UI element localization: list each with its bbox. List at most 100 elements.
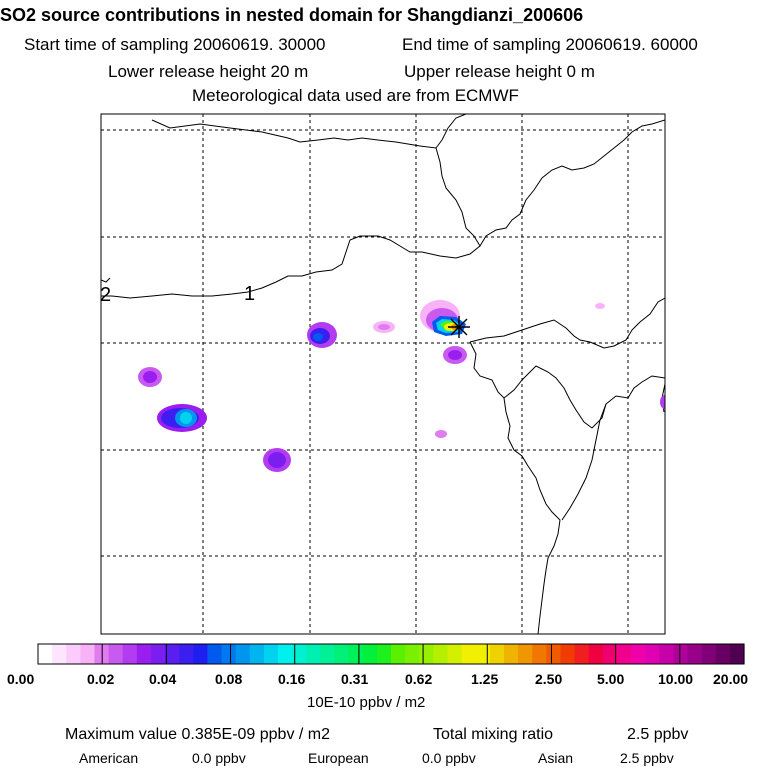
colorbar-tick-label: 20.00: [713, 671, 749, 687]
map-panel: [101, 114, 665, 634]
coastline: [561, 403, 607, 521]
colorbar-frame: [37, 643, 745, 665]
colorbar-swatch: [602, 644, 618, 664]
border-line: [151, 114, 467, 149]
colorbar-swatch: [334, 644, 350, 664]
boundary-lines: [101, 114, 665, 634]
colorbar-tick-label: 2.50: [535, 671, 563, 687]
plume-patch: [595, 303, 605, 309]
colorbar-swatch: [249, 644, 265, 664]
colorbar-swatch: [729, 644, 745, 664]
plume-contours: [138, 300, 665, 472]
colorbar-swatch: [278, 644, 293, 664]
colorbar-swatch: [659, 644, 674, 664]
colorbar-swatch: [165, 644, 180, 664]
contour-label: 2: [100, 284, 111, 306]
colorbar-swatch: [66, 644, 81, 664]
plume-patch: [313, 333, 323, 341]
meteo-source: Meteorological data used are from ECMWF: [192, 86, 519, 105]
colorbar-tick-label: 10.00: [658, 671, 694, 687]
sampling-start: Start time of sampling 20060619. 30000: [24, 35, 326, 54]
region-name: American: [79, 750, 139, 766]
max-value: Maximum value 0.385E-09 ppbv / m2: [65, 726, 331, 743]
border-line: [247, 147, 481, 293]
colorbar-swatch: [489, 644, 505, 664]
coastline: [469, 297, 665, 349]
colorbar-swatch: [616, 644, 632, 664]
colorbar-tick-label: 0.04: [149, 671, 177, 687]
receptor-marker: [448, 316, 470, 338]
colorbar-tick-label: 0.02: [87, 671, 115, 687]
colorbar-swatch: [588, 644, 604, 664]
release-upper: Upper release height 0 m: [404, 62, 595, 81]
colorbar-swatch: [38, 644, 53, 664]
colorbar-swatch: [574, 644, 590, 664]
region-value: 0.0 ppbv: [422, 750, 476, 766]
coastline: [101, 277, 111, 283]
colorbar-swatch: [136, 644, 152, 664]
colorbar-swatch: [673, 644, 689, 664]
plume-patch: [660, 395, 665, 409]
colorbar-swatch: [320, 644, 336, 664]
colorbar-swatch: [475, 644, 491, 664]
sampling-end: End time of sampling 20060619. 60000: [402, 35, 698, 54]
colorbar-swatch: [560, 644, 576, 664]
plume-patch: [435, 430, 447, 438]
plot-title: SO2 source contributions in nested domai…: [0, 5, 584, 25]
plume-patch: [448, 350, 462, 360]
region-name: Asian: [538, 750, 574, 766]
colorbar-tick-label: 0.62: [405, 671, 433, 687]
colorbar-swatch: [447, 644, 463, 664]
coastline: [503, 397, 561, 634]
colorbar-swatch: [221, 644, 237, 664]
colorbar-swatch: [518, 644, 533, 664]
plume-patch: [143, 371, 157, 383]
colorbar-tick-label: 0.16: [278, 671, 306, 687]
colorbar-swatch: [292, 644, 307, 664]
colorbar-swatch: [122, 644, 138, 664]
colorbar: [37, 644, 745, 664]
plume-patch: [268, 452, 286, 468]
plume-patch: [180, 412, 192, 424]
border-line: [479, 119, 665, 247]
colorbar-swatch: [193, 644, 209, 664]
colorbar-swatch: [546, 644, 562, 664]
release-lower: Lower release height 20 m: [108, 62, 309, 81]
colorbar-swatch: [179, 644, 194, 664]
colorbar-swatch: [306, 644, 321, 664]
colorbar-swatch: [701, 644, 717, 664]
coastline: [469, 341, 665, 429]
colorbar-swatch: [376, 644, 392, 664]
colorbar-unit: 10E-10 ppbv / m2: [307, 694, 426, 711]
colorbar-tick-label: 1.25: [471, 671, 499, 687]
colorbar-tick-label: 0.31: [341, 671, 369, 687]
total-ratio-label: Total mixing ratio: [433, 726, 554, 743]
colorbar-swatch: [263, 644, 279, 664]
colorbar-swatch: [108, 644, 124, 664]
colorbar-swatch: [362, 644, 378, 664]
colorbar-swatch: [631, 644, 646, 664]
region-value: 2.5 ppbv: [620, 750, 674, 766]
plume-patch: [378, 324, 390, 330]
colorbar-swatch: [645, 644, 660, 664]
region-name: European: [308, 750, 369, 766]
colorbar-swatch: [207, 644, 223, 664]
colorbar-swatch: [433, 644, 449, 664]
colorbar-swatch: [503, 644, 519, 664]
colorbar-swatch: [532, 644, 547, 664]
colorbar-tick-label: 5.00: [597, 671, 625, 687]
colorbar-swatch: [235, 644, 251, 664]
lat-lon-grid: [101, 114, 665, 634]
colorbar-swatch: [687, 644, 703, 664]
colorbar-swatch: [461, 644, 477, 664]
colorbar-tick-label: 0.00: [7, 671, 35, 687]
contour-label: 1: [244, 283, 255, 305]
colorbar-swatch: [348, 644, 364, 664]
total-ratio-value: 2.5 ppbv: [627, 726, 689, 743]
colorbar-swatch: [150, 644, 166, 664]
colorbar-tick-label: 0.08: [215, 671, 243, 687]
border-line: [101, 291, 249, 299]
colorbar-swatch: [715, 644, 731, 664]
map-frame: [100, 113, 666, 635]
